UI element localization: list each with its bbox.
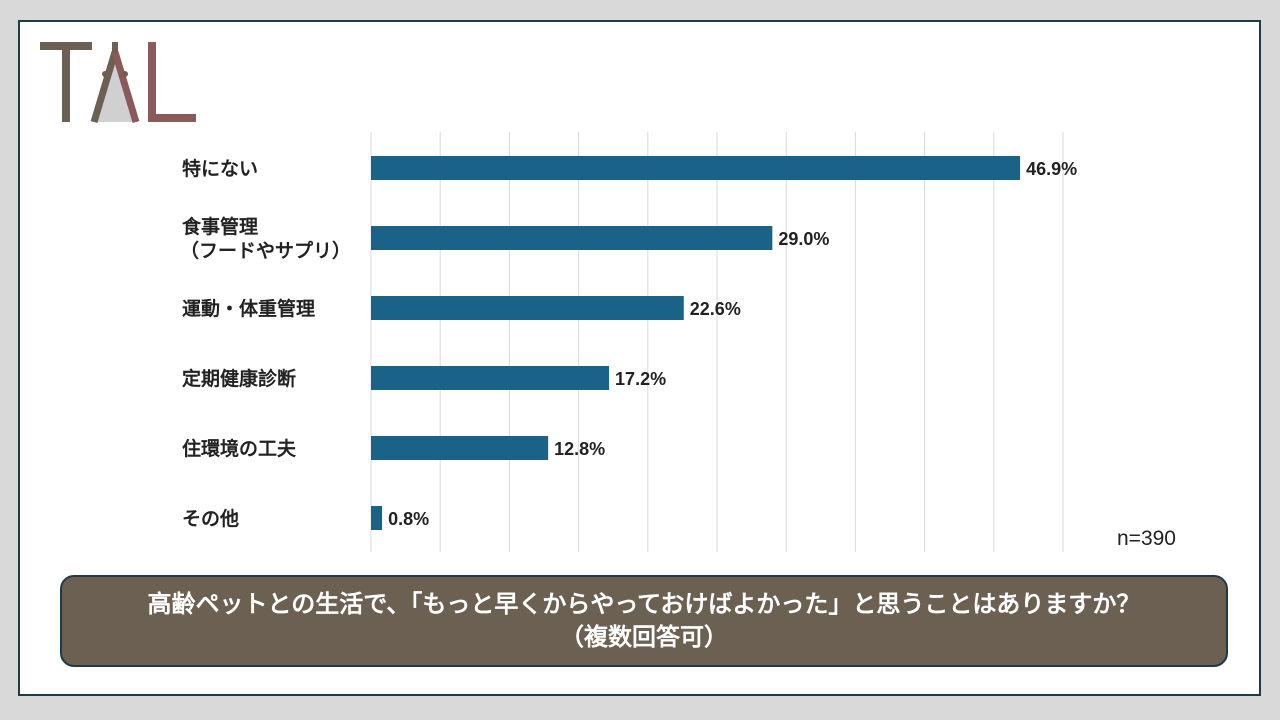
data-label: 0.8% xyxy=(388,509,429,529)
bar xyxy=(371,436,549,460)
category-label: 定期健康診断 xyxy=(182,367,296,390)
bar xyxy=(371,366,610,390)
data-label: 29.0% xyxy=(778,229,829,249)
category-label: 住環境の工夫 xyxy=(182,437,297,460)
category-label: 食事管理 xyxy=(182,215,258,238)
bar xyxy=(371,296,684,320)
data-label: 12.8% xyxy=(554,439,605,459)
bar xyxy=(371,156,1021,180)
category-label: その他 xyxy=(182,507,239,530)
category-label: 運動・体重管理 xyxy=(182,297,315,320)
question-line-2: （複数回答可） xyxy=(560,623,728,651)
bar-chart: 46.9% 特にない 29.0% 食事管理（フードやサプリ） 22.6% 運動・体重管理 1… xyxy=(180,132,1077,552)
tal-logo xyxy=(40,42,196,124)
data-label: 17.2% xyxy=(615,369,666,389)
slide-frame: 46.9% 特にない 29.0% 食事管理 （フードやサプリ） 22.6% 運動・体重管理 1… xyxy=(18,20,1261,696)
question-banner: 高齢ペットとの生活で、「もっと早くからやっておけばよかった」と思うことはあります… xyxy=(60,575,1228,667)
category-label: 特にない xyxy=(182,158,258,180)
sample-size-label: n=390 xyxy=(1117,527,1176,550)
question-line-1: 高齢ペットとの生活で、「もっと早くからやっておけばよかった」と思うことはあります… xyxy=(147,590,1141,618)
bar xyxy=(371,506,383,530)
category-label: （フードやサプリ） xyxy=(180,239,351,262)
bar xyxy=(371,226,773,250)
data-label: 22.6% xyxy=(690,299,741,319)
data-label: 46.9% xyxy=(1026,159,1077,179)
